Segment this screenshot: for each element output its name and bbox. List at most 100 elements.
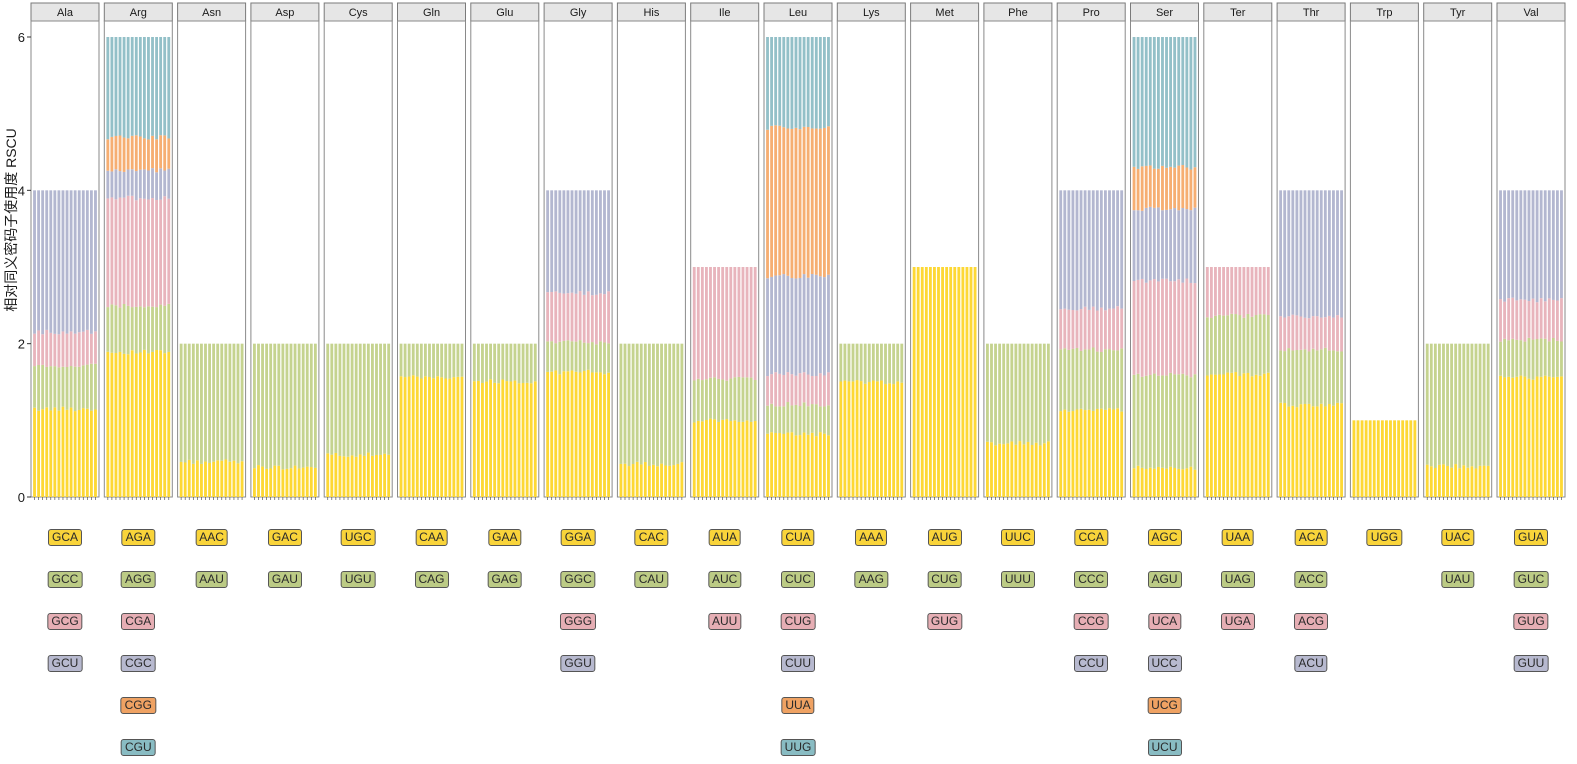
bar-segment-auu: [745, 267, 749, 378]
bar-segment-agu: [1136, 373, 1140, 466]
bar-segment-ggu: [546, 190, 550, 293]
bar-segment-uug: [786, 37, 790, 129]
codon-tag-ccu: CCU: [1074, 655, 1109, 672]
bar-segment-cac: [643, 462, 647, 497]
bar-segment-ggu: [607, 190, 610, 292]
bar-segment-cgu: [130, 37, 134, 136]
bar-segment-aua: [737, 421, 741, 497]
bar-segment-gac: [293, 465, 297, 497]
panel-background: [470, 20, 540, 498]
bar-segment-uau: [1470, 343, 1474, 467]
bar-segment-gcg: [53, 333, 57, 367]
bar-segment-uuc: [1026, 441, 1030, 497]
codon-tag-gag: GAG: [487, 571, 523, 588]
bar-segment-uau: [1486, 343, 1490, 466]
bar-segment-uga: [1258, 267, 1262, 315]
bar-segment-uag: [1222, 315, 1225, 375]
codon-tag-aga: AGA: [121, 529, 155, 546]
bar-segment-aca: [1283, 403, 1287, 497]
bar-segment-ggc: [558, 341, 562, 375]
bar-segment-uuu: [1014, 343, 1018, 445]
bar-segment-guc: [1543, 338, 1547, 376]
bar-segment-cug: [782, 375, 786, 407]
bar-segment-aau: [216, 343, 220, 461]
bar-segment-cau: [647, 343, 651, 466]
bar-segment-cgg: [114, 135, 118, 170]
bar-segment-uag: [1266, 314, 1270, 373]
bar-segment-gag: [476, 343, 480, 381]
bar-segment-ggg: [554, 291, 558, 344]
bar-segment-ugu: [362, 343, 366, 456]
bar-segment-cgc: [110, 171, 114, 198]
bar-segment-aug: [912, 267, 916, 497]
bar-segment-cac: [660, 463, 663, 497]
bar-segment-uga: [1250, 267, 1254, 317]
bar-segment-cuu: [798, 277, 802, 374]
bar-segment-caa: [448, 378, 452, 497]
bar-segment-guc: [1511, 338, 1515, 378]
bar-segment-acg: [1291, 314, 1295, 351]
bar-segment-acg: [1315, 316, 1319, 351]
bar-segment-gcu: [73, 190, 77, 334]
bar-segment-uuu: [998, 343, 1002, 444]
bar-segment-cgc: [138, 169, 142, 199]
bar-segment-aac: [236, 463, 240, 497]
bar-segment-cgu: [110, 37, 114, 137]
bar-segment-gac: [277, 465, 281, 497]
strip-label: Thr: [1303, 7, 1320, 19]
bar-segment-ggc: [574, 341, 578, 372]
bar-segment-gcc: [45, 366, 49, 408]
codon-tag-ggg: GGG: [560, 613, 597, 630]
bar-segment-uac: [1470, 466, 1474, 497]
bar-segment-ggc: [566, 340, 570, 372]
bar-segment-uac: [1438, 464, 1441, 497]
bar-segment-gcu: [45, 190, 49, 330]
bar-segment-aaa: [839, 381, 843, 497]
bar-segment-cau: [672, 343, 676, 466]
strip-label: Trp: [1376, 7, 1392, 19]
bar-segment-aug: [941, 267, 944, 497]
bar-segment-acu: [1279, 190, 1283, 317]
bar-segment-uag: [1234, 314, 1238, 373]
strip-label: Gln: [423, 7, 440, 19]
bar-segment-gug: [1523, 299, 1527, 342]
bar-segment-auc: [745, 377, 749, 421]
bar-segment-guc: [1523, 341, 1527, 377]
codon-tag-aaa: AAA: [855, 529, 888, 546]
bar-segment-cca: [1059, 411, 1063, 497]
bar-segment-ugu: [383, 343, 387, 454]
bar-segment-aga: [155, 350, 158, 497]
bar-segment-gcg: [94, 331, 97, 364]
codon-tag-cug: CUG: [780, 613, 816, 630]
bar-segment-agc: [1177, 468, 1181, 497]
bar-segment-acg: [1336, 315, 1339, 352]
bar-segment-aug: [953, 267, 957, 497]
bar-segment-ucu: [1169, 37, 1173, 167]
bar-segment-gaa: [525, 382, 529, 497]
codon-tag-uua: UUA: [781, 697, 815, 714]
bar-segment-gga: [554, 370, 558, 497]
panel-phe: Phe: [983, 2, 1053, 500]
bar-segment-uaa: [1254, 374, 1258, 497]
bar-segment-uga: [1246, 267, 1250, 314]
bar-segment-cuc: [778, 406, 782, 434]
bar-segment-acg: [1303, 317, 1307, 350]
bar-segment-uga: [1262, 267, 1266, 315]
bar-segment-ugc: [362, 455, 366, 497]
bar-segment-auu: [749, 267, 753, 378]
bar-segment-cgc: [118, 171, 122, 198]
bar-segment-gua: [1535, 376, 1539, 497]
bar-segment-cac: [647, 465, 651, 497]
bar-segment-aac: [212, 461, 216, 497]
bar-segment-uaa: [1246, 372, 1250, 497]
bar-segment-gcu: [77, 190, 81, 333]
bar-segment-gcu: [57, 190, 61, 335]
bar-segment-auc: [721, 379, 725, 420]
bar-segment-cgu: [122, 37, 126, 138]
bar-segment-cuc: [794, 404, 798, 436]
bar-segment-acu: [1303, 190, 1307, 318]
bar-segment-cug: [786, 372, 790, 403]
bar-segment-ggu: [570, 190, 574, 293]
bar-segment-gca: [61, 406, 65, 497]
codon-tag-gcc: GCC: [47, 571, 83, 588]
